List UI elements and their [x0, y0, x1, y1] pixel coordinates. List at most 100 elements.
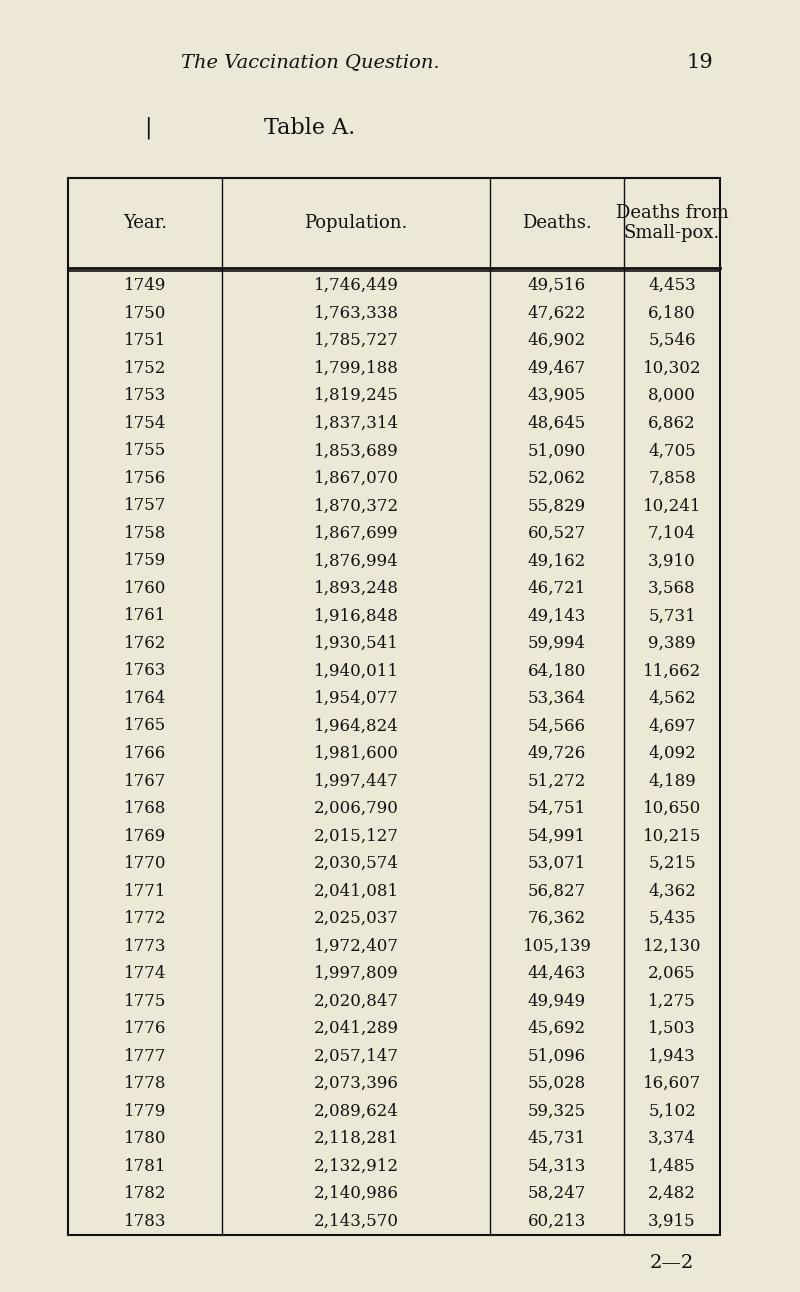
Text: 1,503: 1,503 [648, 1021, 696, 1037]
Text: Year.: Year. [123, 214, 167, 233]
Text: 6,180: 6,180 [648, 305, 696, 322]
Text: 1,981,600: 1,981,600 [314, 745, 398, 762]
Text: 49,467: 49,467 [528, 359, 586, 377]
Text: Table A.: Table A. [264, 118, 356, 140]
Text: 10,650: 10,650 [643, 800, 701, 817]
Text: 46,902: 46,902 [528, 332, 586, 349]
Text: 1,819,245: 1,819,245 [314, 388, 398, 404]
Text: 1767: 1767 [124, 773, 166, 789]
Text: 53,071: 53,071 [528, 855, 586, 872]
Text: 51,272: 51,272 [528, 773, 586, 789]
Text: 1778: 1778 [124, 1075, 166, 1092]
Text: 1783: 1783 [124, 1213, 166, 1230]
Text: 1,964,824: 1,964,824 [314, 717, 398, 734]
Text: 2,118,281: 2,118,281 [314, 1130, 398, 1147]
Bar [68, 178, 720, 1235]
Text: 10,241: 10,241 [642, 497, 702, 514]
Text: 6,862: 6,862 [648, 415, 696, 432]
Text: 1,763,338: 1,763,338 [314, 305, 398, 322]
Text: 60,213: 60,213 [528, 1213, 586, 1230]
Text: 2,030,574: 2,030,574 [314, 855, 398, 872]
Text: 1,930,541: 1,930,541 [314, 634, 398, 652]
Text: 4,705: 4,705 [648, 442, 696, 460]
Text: 54,313: 54,313 [528, 1158, 586, 1174]
Text: 1763: 1763 [124, 663, 166, 680]
Text: 1753: 1753 [124, 388, 166, 404]
Text: 1757: 1757 [124, 497, 166, 514]
Text: 3,374: 3,374 [648, 1130, 696, 1147]
Text: 1761: 1761 [124, 607, 166, 624]
Text: 3,910: 3,910 [648, 553, 696, 570]
Text: 1,837,314: 1,837,314 [314, 415, 398, 432]
Text: Deaths.: Deaths. [522, 214, 592, 233]
Text: 4,092: 4,092 [648, 745, 696, 762]
Text: 1769: 1769 [124, 828, 166, 845]
Text: 1760: 1760 [124, 580, 166, 597]
Text: 1759: 1759 [124, 553, 166, 570]
Text: 54,751: 54,751 [528, 800, 586, 817]
Text: 1762: 1762 [124, 634, 166, 652]
Text: 55,829: 55,829 [528, 497, 586, 514]
Text: 2,015,127: 2,015,127 [314, 828, 398, 845]
Text: 10,215: 10,215 [643, 828, 701, 845]
Text: 1755: 1755 [124, 442, 166, 460]
Text: 53,364: 53,364 [528, 690, 586, 707]
Text: 2,065: 2,065 [648, 965, 696, 982]
Text: 1,870,372: 1,870,372 [314, 497, 398, 514]
Text: 1749: 1749 [124, 278, 166, 295]
Text: 52,062: 52,062 [528, 470, 586, 487]
Text: 1750: 1750 [124, 305, 166, 322]
Text: 58,247: 58,247 [528, 1185, 586, 1203]
Text: 48,645: 48,645 [528, 415, 586, 432]
Text: 54,566: 54,566 [528, 717, 586, 734]
Text: The Vaccination Question.: The Vaccination Question. [181, 53, 439, 71]
Text: 1,485: 1,485 [648, 1158, 696, 1174]
Text: 49,143: 49,143 [528, 607, 586, 624]
Text: 3,915: 3,915 [648, 1213, 696, 1230]
Text: |: | [144, 116, 152, 140]
Text: 1,954,077: 1,954,077 [314, 690, 398, 707]
Text: 5,215: 5,215 [648, 855, 696, 872]
Text: 56,827: 56,827 [528, 882, 586, 899]
Text: 55,028: 55,028 [528, 1075, 586, 1092]
Text: 1758: 1758 [124, 525, 166, 541]
Text: 1,746,449: 1,746,449 [314, 278, 398, 295]
Text: 4,562: 4,562 [648, 690, 696, 707]
Text: 4,453: 4,453 [648, 278, 696, 295]
Text: 51,096: 51,096 [528, 1048, 586, 1065]
Text: Population.: Population. [304, 214, 408, 233]
Text: 1756: 1756 [124, 470, 166, 487]
Text: Deaths from: Deaths from [616, 204, 728, 222]
Text: 1,940,011: 1,940,011 [314, 663, 398, 680]
Text: 1,997,809: 1,997,809 [314, 965, 398, 982]
Text: 1752: 1752 [124, 359, 166, 377]
Text: 2,057,147: 2,057,147 [314, 1048, 398, 1065]
Text: 76,362: 76,362 [528, 910, 586, 928]
Text: 44,463: 44,463 [528, 965, 586, 982]
Text: 2,143,570: 2,143,570 [314, 1213, 398, 1230]
Text: 1,876,994: 1,876,994 [314, 553, 398, 570]
Text: 1,916,848: 1,916,848 [314, 607, 398, 624]
Text: 1,972,407: 1,972,407 [314, 938, 398, 955]
Text: 2,089,624: 2,089,624 [314, 1102, 398, 1120]
Text: 4,189: 4,189 [648, 773, 696, 789]
Text: 43,905: 43,905 [528, 388, 586, 404]
Text: 1779: 1779 [124, 1102, 166, 1120]
Text: 1,853,689: 1,853,689 [314, 442, 398, 460]
Text: 5,731: 5,731 [648, 607, 696, 624]
Text: 8,000: 8,000 [648, 388, 696, 404]
Text: 1773: 1773 [124, 938, 166, 955]
Text: 1,893,248: 1,893,248 [314, 580, 398, 597]
Text: 19: 19 [686, 53, 714, 71]
Text: 2,025,037: 2,025,037 [314, 910, 398, 928]
Text: 1777: 1777 [124, 1048, 166, 1065]
Text: 1780: 1780 [124, 1130, 166, 1147]
Text: 7,104: 7,104 [648, 525, 696, 541]
Text: 1,997,447: 1,997,447 [314, 773, 398, 789]
Text: 1770: 1770 [124, 855, 166, 872]
Text: 1768: 1768 [124, 800, 166, 817]
Text: 2,041,081: 2,041,081 [314, 882, 398, 899]
Text: 2,073,396: 2,073,396 [314, 1075, 398, 1092]
Text: 49,949: 49,949 [528, 992, 586, 1009]
Text: 5,102: 5,102 [648, 1102, 696, 1120]
